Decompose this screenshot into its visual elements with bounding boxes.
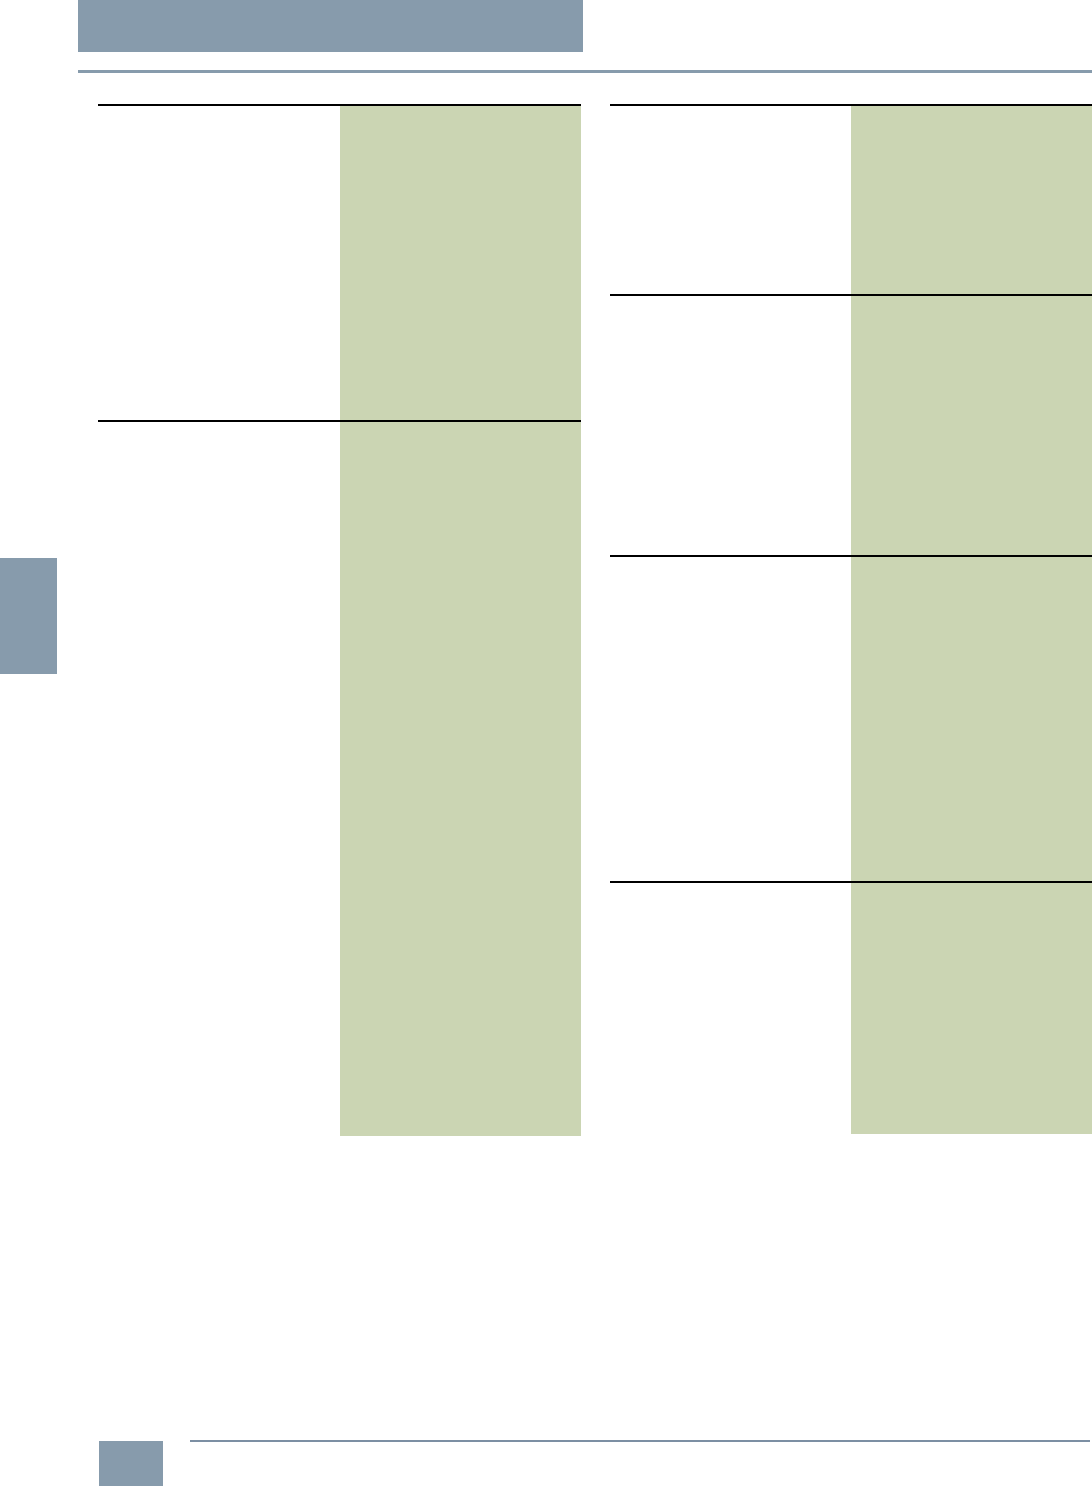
table-row	[610, 881, 1092, 1134]
header-divider-rule	[78, 70, 1092, 73]
table-row-label	[610, 557, 851, 881]
table-row-value	[851, 557, 1092, 881]
table-row-label	[98, 106, 340, 420]
table-row	[98, 104, 581, 420]
header-title-band	[78, 0, 583, 52]
section-side-tab	[0, 558, 57, 674]
footer-page-number-box	[99, 1441, 163, 1486]
table-row-value	[851, 106, 1092, 294]
left-table	[98, 104, 581, 1136]
table-row	[610, 555, 1092, 881]
table-row-value	[340, 422, 581, 1136]
table-row-label	[610, 106, 851, 294]
table-row-value	[340, 106, 581, 420]
footer-divider-rule	[190, 1440, 1090, 1442]
table-row	[610, 104, 1092, 294]
table-row-value	[851, 883, 1092, 1134]
table-row-label	[610, 296, 851, 555]
table-row-value	[851, 296, 1092, 555]
table-row-label	[98, 422, 340, 1136]
table-row	[98, 420, 581, 1136]
table-row-label	[610, 883, 851, 1134]
right-table	[610, 104, 1092, 1134]
table-row	[610, 294, 1092, 555]
